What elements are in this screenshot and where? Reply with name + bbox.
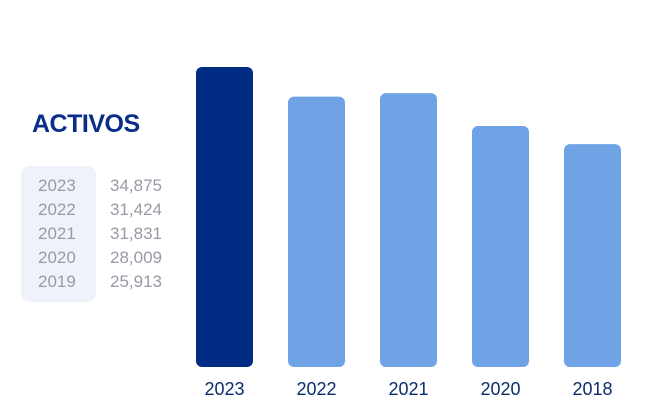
bar-2022 — [288, 96, 345, 367]
bar-2018 — [564, 144, 621, 367]
x-tick-label: 2021 — [388, 379, 428, 399]
legend-year-panel — [21, 166, 96, 302]
legend-value: 31,424 — [110, 200, 162, 219]
x-tick-label: 2020 — [480, 379, 520, 399]
bar-2023 — [196, 67, 253, 367]
legend-year: 2023 — [38, 176, 76, 195]
legend-value: 31,831 — [110, 224, 162, 243]
legend-year: 2021 — [38, 224, 76, 243]
legend-year: 2022 — [38, 200, 76, 219]
legend-year: 2019 — [38, 272, 76, 291]
bar-2021 — [380, 93, 437, 368]
legend-value: 25,913 — [110, 272, 162, 291]
x-tick-label: 2022 — [296, 379, 336, 399]
bar-2020 — [472, 126, 529, 367]
x-tick-label: 2018 — [572, 379, 612, 399]
legend-value: 28,009 — [110, 248, 162, 267]
legend-value: 34,875 — [110, 176, 162, 195]
chart-title: ACTIVOS — [32, 110, 140, 138]
legend-year: 2020 — [38, 248, 76, 267]
x-tick-label: 2023 — [204, 379, 244, 399]
